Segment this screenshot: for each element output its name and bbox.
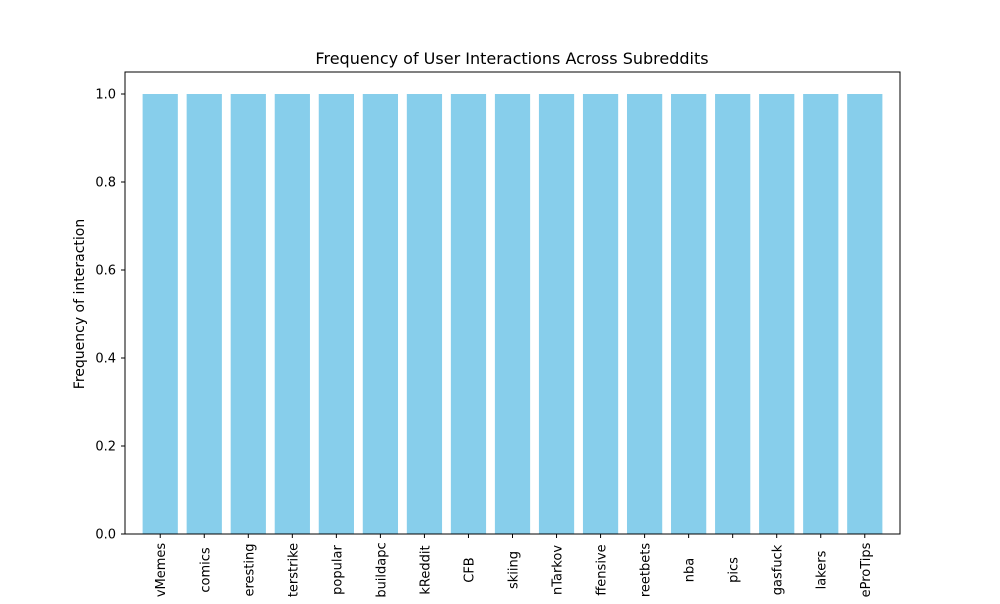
y-tick-label: 0.6 [95,264,116,279]
chart-title: Frequency of User Interactions Across Su… [315,49,708,68]
x-tick-label: gasfuck [771,544,786,595]
bar [715,94,751,534]
y-tick-label: 0.0 [95,528,116,543]
bar [362,94,399,534]
bar [494,94,531,534]
bars-group [142,94,883,534]
bar [626,94,663,534]
y-axis-ticks: 0.0 0.2 0.4 0.6 0.8 1.0 [95,88,125,543]
bar [450,94,487,534]
x-tick-label: reetbets [639,543,654,597]
bar [803,94,839,534]
y-tick-label: 1.0 [95,88,116,103]
bar [759,94,795,534]
y-axis-label: Frequency of interaction [72,219,88,389]
x-tick-label: pics [727,557,742,583]
x-tick-label: kReddit [418,545,433,594]
x-tick-label: comics [198,547,213,593]
bar [671,94,707,534]
bar [847,94,883,534]
bar [230,94,266,534]
bar [186,94,222,534]
x-axis-ticks: vMemes comics eresting terstrike popular buil… [154,534,874,598]
bar [582,94,619,534]
y-tick-label: 0.4 [95,352,116,367]
plot-area-frame [124,71,901,535]
x-tick-label: skiing [507,551,522,589]
x-tick-label: ffensive [595,544,610,595]
x-tick-label: vMemes [154,543,169,598]
x-tick-label: terstrike [286,543,301,597]
bar [406,94,443,534]
x-tick-label: lakers [815,550,830,589]
x-tick-label: CFB [462,557,477,582]
bar [274,94,310,534]
x-tick-label: nba [683,558,698,582]
bar [318,94,354,534]
y-tick-label: 0.2 [95,440,116,455]
x-tick-label: eProTips [859,542,874,597]
bar [142,94,178,534]
x-tick-label: buildapc [374,542,389,597]
x-tick-label: popular [330,545,345,595]
y-tick-label: 0.8 [95,176,116,191]
x-tick-label: nTarkov [551,545,566,595]
x-tick-label: eresting [242,543,257,596]
bar [538,94,575,534]
